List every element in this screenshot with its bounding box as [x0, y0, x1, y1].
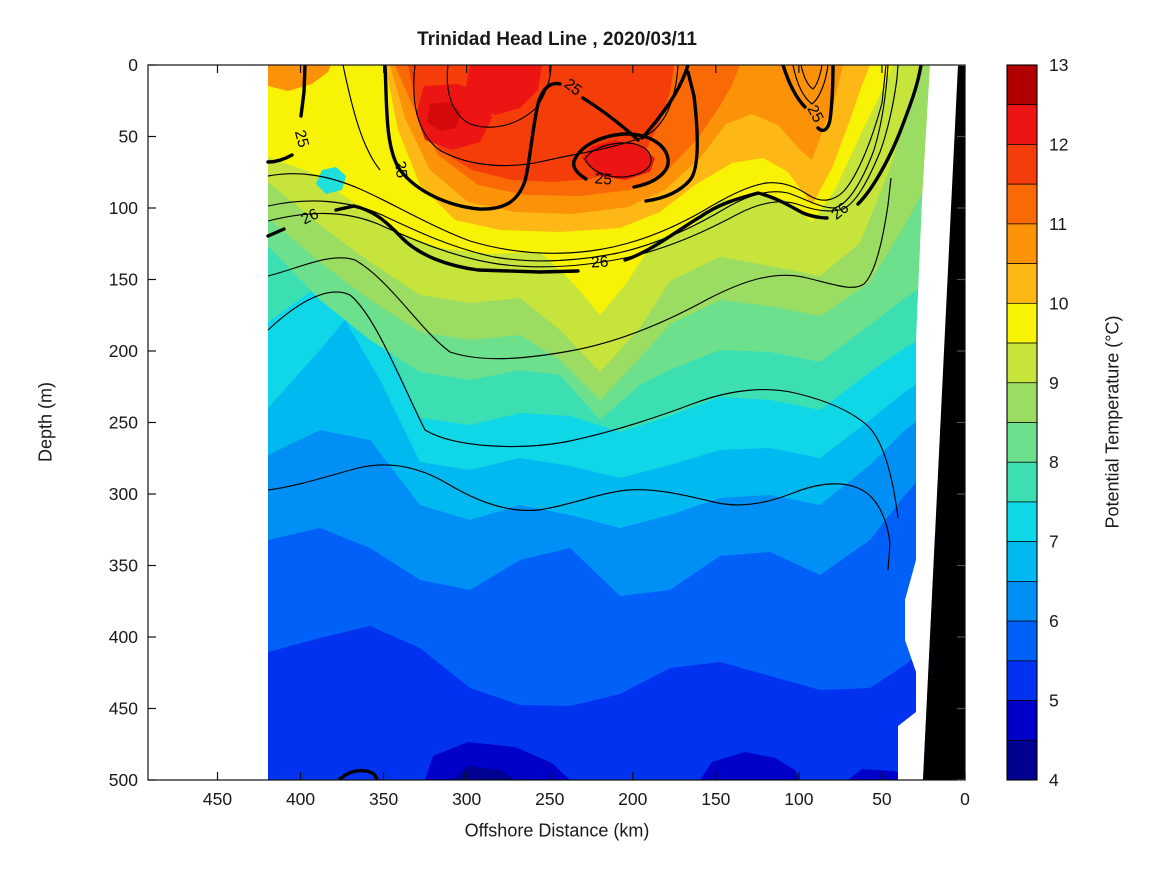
isopycnal-thick: [640, 65, 690, 140]
y-tick-label: 300: [109, 484, 138, 504]
isopycnal-thin: [584, 142, 652, 178]
isopycnal-thick: [266, 153, 294, 164]
colorbar: 13 12 11 10 9 8 7 6 5 4: [1006, 55, 1069, 790]
colorbar-segment: [1006, 223, 1038, 264]
contour-label: 25: [391, 160, 410, 179]
colorbar-segment: [1006, 461, 1038, 503]
x-tick-label: 150: [701, 789, 730, 809]
isopycnal-thick: [334, 204, 580, 274]
colorbar-segment: [1006, 581, 1038, 622]
colorbar-tick-label: 4: [1049, 770, 1059, 790]
y-tick-label: 400: [109, 627, 138, 647]
colorbar-tick-label: 13: [1049, 55, 1068, 75]
isopycnal-thin: [800, 65, 823, 90]
colorbar-segment: [1006, 541, 1038, 582]
colorbar-segment: [1006, 342, 1038, 384]
colorbar-segment: [1006, 144, 1038, 185]
isotherm-pocket-4.5-5: [700, 752, 800, 780]
y-tick-label: 250: [109, 413, 138, 433]
y-tick-label: 450: [109, 699, 138, 719]
isopycnal-thin: [267, 65, 887, 254]
colorbar-segment: [1006, 422, 1038, 463]
colorbar-segment: [1006, 382, 1038, 423]
colorbar-segment: [1006, 660, 1038, 701]
x-tick-label: 0: [960, 789, 970, 809]
isotherm-pocket-7.2-anomaly: [316, 167, 346, 194]
isopycnal-thin: [267, 65, 889, 262]
y-axis-label: Depth (m): [35, 381, 56, 463]
colorbar-segment: [1006, 183, 1038, 225]
isotherm-pocket-4.5-5: [848, 769, 912, 780]
y-tick-label: 50: [119, 127, 139, 147]
isotherm-pocket-4.5-5: [425, 742, 570, 780]
isotherm-pocket-12-12.5: [582, 140, 655, 180]
contour-label: 25: [803, 102, 826, 125]
colorbar-tick-label: 12: [1049, 134, 1068, 154]
isopycnal-thin: [267, 464, 891, 571]
no-data-gap: [898, 65, 958, 780]
isopycnal-thick: [581, 96, 640, 142]
isopycnal-thick: [816, 65, 835, 133]
isopycnal-thick: [383, 65, 562, 211]
x-tick-label: 100: [784, 789, 813, 809]
isotherm-pocket-12.3-core: [427, 102, 461, 131]
isopycnal-thick: [572, 132, 670, 189]
colorbar-segment: [1006, 739, 1038, 781]
y-tick-label: 350: [109, 556, 138, 576]
contour-label: 26: [591, 254, 609, 272]
y-tick-label: 0: [128, 55, 138, 75]
colorbar-tick-label: 11: [1049, 214, 1067, 234]
colorbar-segment: [1006, 302, 1038, 344]
x-tick-label: 300: [452, 789, 481, 809]
contour-label: 26: [299, 206, 322, 229]
colorbar-segment: [1006, 263, 1038, 304]
isotherm-pocket-4-4.5: [452, 766, 515, 780]
colorbar-segment: [1006, 501, 1038, 543]
y-tick-label: 200: [109, 341, 138, 361]
isopycnal-thick: [623, 191, 829, 262]
contour-label: 25: [291, 128, 312, 149]
plot-area: [266, 65, 965, 780]
isopycnal-thin: [267, 291, 899, 519]
plot-title: Trinidad Head Line , 2020/03/11: [417, 29, 697, 50]
x-tick-label: 250: [535, 789, 564, 809]
x-tick-label: 50: [872, 789, 892, 809]
y-tick-label: 500: [109, 770, 138, 790]
isopycnal-thin: [267, 177, 892, 360]
x-tick-label: 200: [618, 789, 647, 809]
isopycnal-thick: [571, 159, 588, 181]
colorbar-tick-label: 9: [1049, 373, 1059, 393]
colorbar-segment: [1006, 620, 1038, 662]
isotherm-pocket-10.5-11: [268, 65, 331, 91]
y-tick-label: 150: [109, 270, 138, 290]
x-tick-label: 350: [369, 789, 398, 809]
colorbar-segment: [1006, 104, 1038, 145]
colorbar-tick-label: 6: [1049, 611, 1059, 631]
isopycnal-thick: [338, 768, 379, 780]
isopycnal-thin: [342, 65, 381, 171]
colorbar-label: Potential Temperature (°C): [1102, 315, 1123, 529]
colorbar-tick-label: 10: [1049, 293, 1069, 313]
x-tick-label: 450: [203, 789, 232, 809]
x-tick-label: 400: [286, 789, 315, 809]
y-tick-label: 100: [109, 198, 138, 218]
colorbar-tick-label: 5: [1049, 691, 1059, 711]
isopycnal-thin: [792, 65, 829, 105]
contour-label: 25: [594, 170, 613, 188]
colorbar-segment: [1006, 700, 1038, 741]
x-axis-label: Offshore Distance (km): [464, 820, 650, 841]
colorbar-border: [1006, 64, 1038, 781]
isopycnal-thick: [856, 65, 923, 206]
isopycnal-thick: [644, 70, 699, 203]
colorbar-tick-label: 7: [1049, 532, 1059, 552]
isopycnal-thick: [266, 227, 286, 238]
colorbar-tick-label: 8: [1049, 452, 1059, 472]
colorbar-segment: [1006, 64, 1038, 106]
isopycnal-thick: [781, 65, 807, 109]
seafloor-wedge: [923, 65, 965, 780]
isopycnal-thick: [299, 65, 307, 118]
isopycnal-thin: [413, 65, 679, 167]
